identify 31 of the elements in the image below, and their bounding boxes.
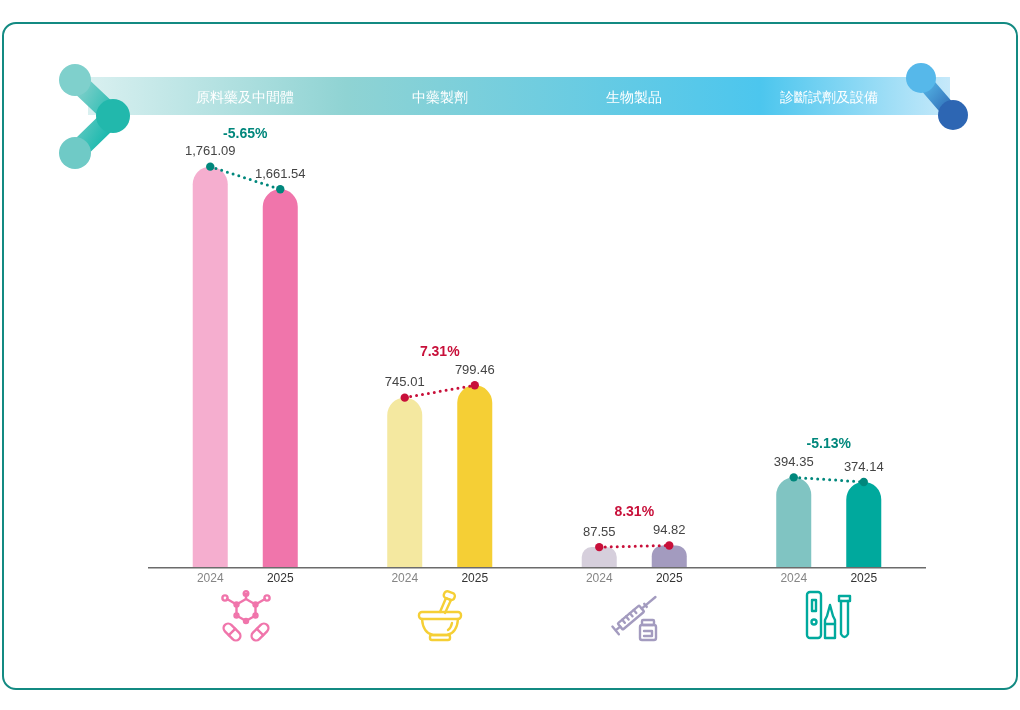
data-label: 94.82 [652,522,686,538]
text: -5.65% [223,124,268,141]
series-label: 2025 [266,571,294,586]
x-tick-label: 診斷試劑及設備 [779,89,878,106]
bar [387,397,423,567]
bar [776,477,812,567]
bar [581,547,617,567]
bar [457,385,493,567]
text: 2025 [461,571,489,586]
annotation: -5.13% [806,435,852,452]
text: 2025 [655,571,683,586]
data-label: 1,661.54 [254,165,306,181]
text: 2024 [780,571,808,586]
text: 2025 [850,571,878,586]
bar [192,166,228,567]
data-label: 799.46 [454,361,495,377]
text: 2024 [585,571,613,586]
data-label: 87.55 [582,523,616,539]
x-tick-label: 中藥製劑 [411,89,468,106]
data-label: 745.01 [384,374,425,390]
annotation: 8.31% [614,503,655,520]
data-label: 374.14 [843,458,884,474]
data-label: 394.35 [773,453,814,469]
data-label: 1,761.09 [184,143,236,159]
series-label: 2024 [196,571,224,586]
bar [846,481,882,567]
text: 2024 [391,571,419,586]
bar [262,189,298,567]
x-tick-label: 生物製品 [606,89,663,106]
annotation: 7.31% [419,343,461,360]
x-tick-label: 原料藥及中間體 [196,89,295,106]
